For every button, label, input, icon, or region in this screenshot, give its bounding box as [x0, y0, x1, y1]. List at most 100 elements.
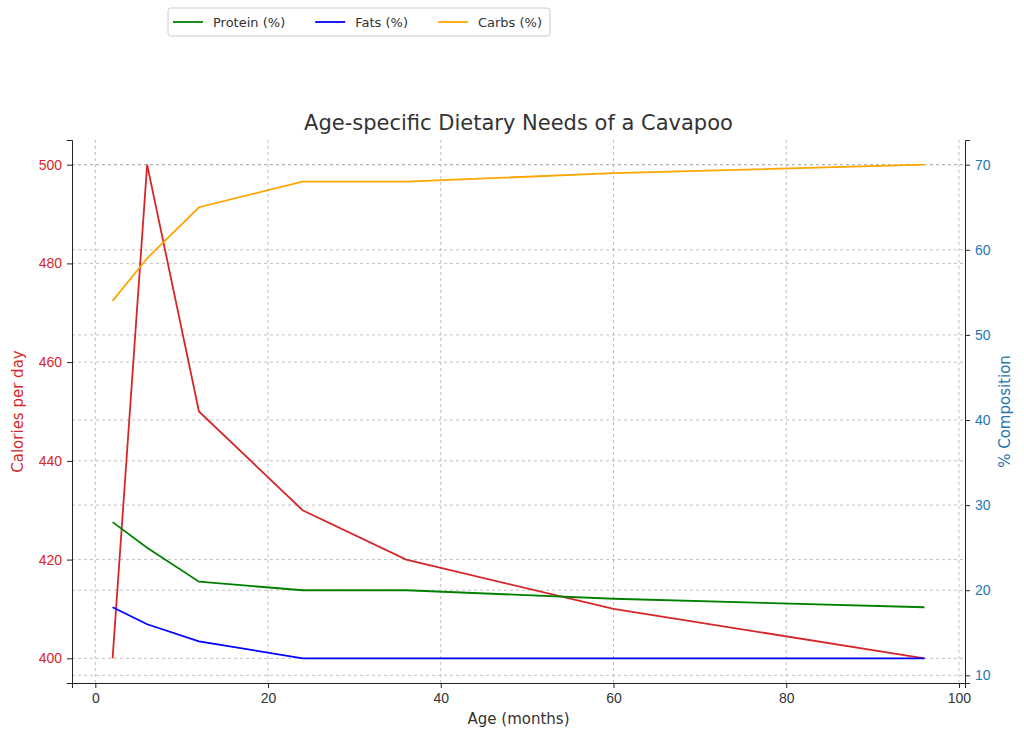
tick-label: 460	[39, 354, 63, 370]
x-axis: 0 20 40 60 80 100	[73, 683, 972, 706]
tick-label: 440	[39, 453, 63, 469]
grid-line	[72, 420, 965, 421]
tick-label: 30	[975, 497, 991, 513]
tick-mark	[614, 683, 615, 688]
axis-line	[73, 684, 966, 689]
tick-mark	[959, 683, 960, 688]
tick: 480	[39, 255, 72, 271]
legend-label: Fats (%)	[355, 15, 408, 30]
grid-line	[440, 140, 441, 683]
legend-box	[168, 8, 550, 36]
grid-line	[95, 140, 96, 683]
tick: 60	[606, 683, 622, 706]
tick-label: 20	[975, 582, 991, 598]
tick: 60	[965, 242, 991, 258]
tick: 30	[965, 497, 991, 513]
tick-mark	[268, 683, 269, 688]
y2-axis: 10 20 30 40 50 60 70	[965, 141, 991, 684]
tick-mark	[441, 683, 442, 688]
axis-line	[67, 141, 73, 684]
y-axis: 400 420 440 460 480 500	[39, 141, 73, 684]
tick-mark	[67, 362, 72, 363]
grid-line	[72, 590, 965, 591]
tick: 460	[39, 354, 72, 370]
chart: 0 20 40 60 80 100 400 420 440 460 480 500 10 20 30 40 50…	[0, 0, 1024, 739]
grid-line	[72, 559, 965, 560]
title: Age-specific Dietary Needs of a Cavapoo	[304, 111, 733, 135]
grid-line	[72, 505, 965, 506]
tick-label: 40	[433, 690, 449, 706]
tick-mark	[67, 165, 72, 166]
tick-mark	[67, 658, 72, 659]
tick: 20	[965, 582, 991, 598]
y2-axis-title: % Composition	[996, 355, 1014, 468]
tick: 40	[965, 412, 991, 428]
tick-mark	[786, 683, 787, 688]
tick: 420	[39, 552, 72, 568]
tick-mark	[67, 263, 72, 264]
axis-line	[966, 141, 971, 684]
tick-label: 40	[975, 412, 991, 428]
tick: 500	[39, 157, 72, 173]
tick-mark	[965, 420, 970, 421]
tick: 400	[39, 650, 72, 666]
legend-label: Carbs (%)	[478, 15, 542, 30]
grid-line	[786, 140, 787, 683]
legend-swatch	[173, 21, 203, 23]
tick: 40	[433, 683, 449, 706]
series-line	[113, 165, 925, 659]
grid-line	[268, 140, 269, 683]
grid-line	[72, 460, 965, 461]
tick-label: 80	[779, 690, 795, 706]
tick: 0	[92, 683, 100, 706]
grid-line	[72, 263, 965, 264]
grid-line	[72, 249, 965, 250]
tick: 10	[965, 667, 991, 683]
tick-mark	[965, 675, 970, 676]
tick-label: 100	[948, 690, 972, 706]
tick: 440	[39, 453, 72, 469]
series-line	[113, 165, 925, 301]
tick-mark	[965, 335, 970, 336]
legend-label: Protein (%)	[213, 15, 285, 30]
tick-label: 400	[39, 650, 63, 666]
y-axis-title: Calories per day	[9, 350, 27, 473]
grid-line	[958, 140, 959, 683]
tick: 20	[261, 683, 277, 706]
grid-line	[613, 140, 614, 683]
tick-mark	[965, 505, 970, 506]
legend-swatch	[438, 21, 468, 23]
grid-line	[72, 164, 965, 165]
tick-mark	[965, 165, 970, 166]
tick-mark	[965, 250, 970, 251]
tick-label: 20	[261, 690, 277, 706]
grid	[72, 140, 965, 683]
tick-label: 50	[975, 327, 991, 343]
tick-label: 60	[975, 242, 991, 258]
tick-label: 500	[39, 157, 63, 173]
tick: 50	[965, 327, 991, 343]
tick-mark	[95, 683, 96, 688]
grid-line	[72, 334, 965, 335]
legend: Protein (%) Fats (%) Carbs (%)	[168, 8, 550, 36]
legend-swatch	[315, 21, 345, 23]
grid-line	[72, 362, 965, 363]
series-line	[113, 607, 925, 658]
tick: 70	[965, 157, 991, 173]
tick-mark	[67, 461, 72, 462]
series-line	[113, 522, 925, 607]
tick-label: 60	[606, 690, 622, 706]
tick-mark	[965, 590, 970, 591]
grid-line	[72, 164, 965, 165]
tick-label: 480	[39, 255, 63, 271]
tick-label: 70	[975, 157, 991, 173]
tick-mark	[67, 560, 72, 561]
tick-label: 420	[39, 552, 63, 568]
grid-line	[72, 675, 965, 676]
tick-label: 10	[975, 667, 991, 683]
tick: 80	[779, 683, 795, 706]
plot-area	[113, 165, 925, 659]
tick-label: 0	[92, 690, 100, 706]
x-axis-title: Age (months)	[468, 710, 570, 728]
tick: 100	[948, 683, 972, 706]
